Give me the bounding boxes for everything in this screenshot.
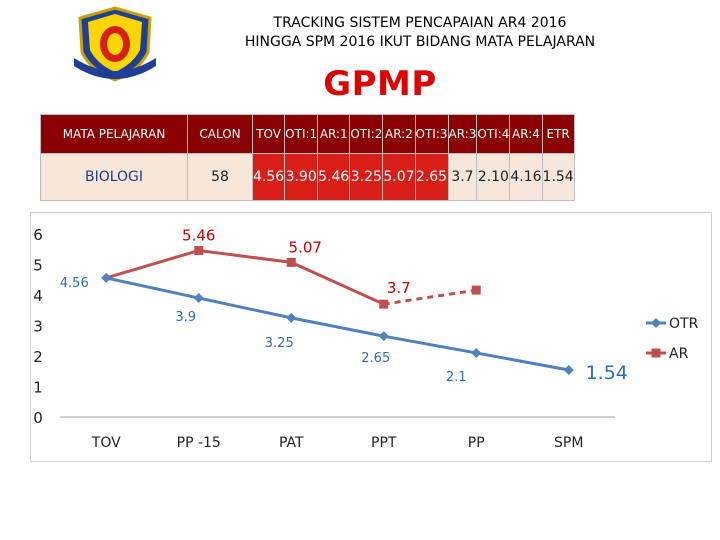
y-tick-label: 3 — [33, 318, 43, 336]
value-cell: 3.7 — [447, 153, 478, 201]
legend-marker-otr — [651, 318, 661, 328]
data-point-otr — [563, 365, 574, 376]
header-cell: OTI:2 — [349, 114, 384, 154]
data-label-ar: 5.46 — [182, 226, 215, 244]
table-row: BIOLOGI 58 4.56 3.90 5.46 3.25 5.07 2.65… — [40, 153, 575, 201]
x-tick-label: PP — [468, 435, 485, 451]
data-label-ar: 5.07 — [289, 238, 322, 256]
legend-marker-ar — [651, 348, 661, 358]
data-label-otr: 2.65 — [361, 351, 390, 366]
y-tick-label: 6 — [33, 226, 43, 244]
x-tick-label: PP -15 — [177, 435, 221, 451]
series-line-ar-projection — [383, 288, 477, 306]
data-point-otr — [471, 347, 482, 358]
value-cell: 3.90 — [284, 153, 319, 201]
y-tick-label: 2 — [33, 348, 43, 366]
header-cell: OTI:1 — [284, 114, 319, 154]
title-line-1: TRACKING SISTEM PENCAPAIAN AR4 2016 — [273, 15, 567, 31]
subject-cell: BIOLOGI — [40, 153, 188, 201]
data-point-ar — [286, 257, 296, 267]
data-point-ar — [379, 299, 389, 309]
x-tick-label: PPT — [371, 435, 397, 451]
header-cell: AR:3 — [447, 114, 478, 154]
data-point-ar — [194, 245, 204, 255]
data-label-otr: 1.54 — [586, 362, 628, 384]
header-cell: CALON — [187, 114, 253, 154]
data-point-otr — [378, 331, 389, 342]
page-title: TRACKING SISTEM PENCAPAIAN AR4 2016 HING… — [170, 14, 670, 52]
header-cell: OTI:4 — [476, 114, 511, 154]
data-point-otr — [286, 312, 297, 323]
data-point-otr — [101, 272, 112, 283]
y-tick-label: 4 — [33, 287, 43, 305]
header-cell: AR:1 — [317, 114, 351, 154]
legend-label-otr: OTR — [669, 316, 699, 332]
title-line-2: HINGGA SPM 2016 IKUT BIDANG MATA PELAJAR… — [244, 34, 596, 50]
x-tick-label: PAT — [279, 435, 304, 451]
x-tick-label: TOV — [91, 435, 121, 451]
value-cell: 3.25 — [349, 153, 384, 201]
series-line-ar — [105, 248, 385, 306]
x-tick-label: SPM — [554, 435, 583, 451]
school-crest-logo — [70, 4, 160, 84]
data-label-otr: 3.25 — [265, 336, 294, 351]
subject-group-heading: GPMP — [323, 64, 437, 104]
data-point-ar — [471, 285, 481, 295]
chart-frame — [30, 212, 712, 462]
value-cell: 4.16 — [509, 153, 543, 201]
data-label-otr: 4.56 — [60, 276, 89, 291]
legend-label-ar: AR — [669, 346, 689, 362]
header-cell: TOV — [251, 114, 286, 154]
data-label-ar: 3.7 — [387, 279, 411, 297]
value-cell: 5.07 — [382, 153, 416, 201]
y-tick-label: 0 — [33, 409, 43, 427]
candidates-cell: 58 — [187, 153, 253, 201]
series-line-otr — [105, 276, 570, 372]
header-cell: MATA PELAJARAN — [40, 114, 188, 154]
value-cell: 1.54 — [541, 153, 575, 201]
data-point-otr — [193, 293, 204, 304]
summary-table: MATA PELAJARAN CALON TOV OTI:1 AR:1 OTI:… — [40, 114, 575, 201]
value-cell: 2.65 — [414, 153, 449, 201]
data-label-otr: 2.1 — [446, 370, 467, 385]
value-cell: 5.46 — [317, 153, 351, 201]
header-cell: AR:4 — [509, 114, 543, 154]
y-tick-label: 1 — [33, 379, 43, 397]
value-cell: 2.10 — [476, 153, 511, 201]
table-header-row: MATA PELAJARAN CALON TOV OTI:1 AR:1 OTI:… — [40, 114, 575, 154]
header-cell: ETR — [541, 114, 575, 154]
header-cell: OTI:3 — [414, 114, 449, 154]
y-tick-label: 5 — [33, 257, 43, 275]
data-label-otr: 3.9 — [175, 310, 196, 325]
value-cell: 4.56 — [251, 153, 286, 201]
